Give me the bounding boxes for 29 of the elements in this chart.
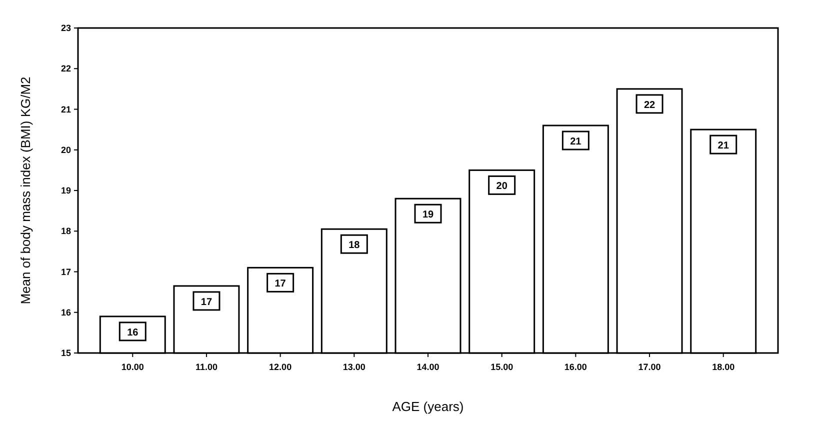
data-label: 21 xyxy=(718,140,730,152)
data-label: 16 xyxy=(127,327,139,338)
y-tick-label: 15 xyxy=(60,348,71,358)
data-label: 20 xyxy=(496,181,508,192)
x-tick-label: 13.00 xyxy=(342,362,366,372)
x-axis-title: AGE (years) xyxy=(392,399,464,414)
y-tick-label: 19 xyxy=(60,186,71,196)
data-label: 17 xyxy=(200,296,212,308)
data-label: 22 xyxy=(644,100,656,111)
x-tick-label: 17.00 xyxy=(638,362,661,372)
x-tick-label: 15.00 xyxy=(490,362,514,372)
y-tick-label: 22 xyxy=(60,64,71,74)
y-axis-title: Mean of body mass index (BMI) KG/M2 xyxy=(18,76,33,304)
y-tick-label: 20 xyxy=(60,144,71,155)
x-tick-label: 12.00 xyxy=(269,362,292,372)
x-tick-label: 14.00 xyxy=(416,362,440,372)
data-label: 18 xyxy=(348,240,360,252)
x-tick-label: 10.00 xyxy=(121,362,144,372)
y-tick-label: 16 xyxy=(60,307,71,318)
y-tick-label: 17 xyxy=(60,266,71,277)
data-label: 17 xyxy=(274,278,286,290)
y-tick-label: 18 xyxy=(60,226,71,236)
x-tick-label: 18.00 xyxy=(712,362,735,372)
x-tick-label: 11.00 xyxy=(195,362,218,372)
y-tick-label: 23 xyxy=(60,23,71,33)
data-label: 21 xyxy=(570,136,582,148)
y-tick-label: 21 xyxy=(60,104,71,114)
x-tick-label: 16.00 xyxy=(564,362,587,372)
data-label: 19 xyxy=(422,210,434,221)
